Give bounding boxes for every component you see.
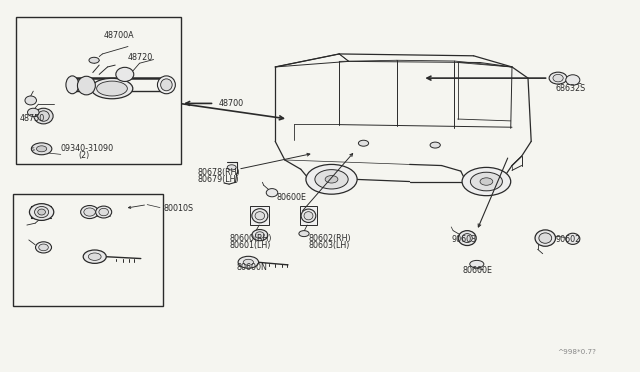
Ellipse shape — [255, 212, 265, 220]
Text: 80679(LH): 80679(LH) — [197, 175, 239, 184]
Text: 80600E: 80600E — [462, 266, 492, 275]
Ellipse shape — [566, 233, 580, 244]
Text: 80010S: 80010S — [163, 204, 193, 213]
Ellipse shape — [266, 189, 278, 197]
Text: 68632S: 68632S — [556, 84, 586, 93]
Ellipse shape — [566, 75, 580, 85]
Ellipse shape — [99, 208, 109, 216]
Text: 09340-31090: 09340-31090 — [61, 144, 114, 153]
Ellipse shape — [553, 74, 563, 82]
Ellipse shape — [539, 233, 552, 243]
Ellipse shape — [25, 96, 36, 105]
Ellipse shape — [304, 212, 313, 220]
Ellipse shape — [34, 108, 53, 124]
Ellipse shape — [36, 242, 52, 253]
Ellipse shape — [35, 206, 49, 218]
Ellipse shape — [39, 244, 49, 251]
Text: 48700A: 48700A — [104, 31, 134, 40]
Ellipse shape — [161, 79, 172, 91]
Circle shape — [315, 170, 348, 189]
Ellipse shape — [28, 108, 39, 116]
Ellipse shape — [66, 76, 79, 94]
Bar — [16, 17, 181, 164]
Circle shape — [325, 176, 338, 183]
Text: 80600(RH): 80600(RH) — [229, 234, 271, 243]
Text: ^998*0.7?: ^998*0.7? — [557, 349, 596, 355]
Circle shape — [238, 256, 259, 268]
Ellipse shape — [81, 205, 99, 219]
Circle shape — [88, 253, 101, 260]
Circle shape — [462, 167, 511, 196]
Ellipse shape — [29, 204, 54, 220]
Ellipse shape — [549, 72, 567, 84]
Circle shape — [227, 165, 236, 170]
Ellipse shape — [255, 232, 264, 238]
Text: 90603: 90603 — [452, 235, 477, 244]
Ellipse shape — [535, 230, 556, 246]
Bar — [13, 194, 163, 306]
Text: 80602(RH): 80602(RH) — [308, 234, 351, 243]
Circle shape — [31, 143, 52, 155]
Ellipse shape — [458, 231, 476, 246]
Ellipse shape — [252, 230, 268, 241]
Circle shape — [299, 231, 309, 237]
Ellipse shape — [77, 76, 95, 95]
Ellipse shape — [116, 67, 134, 81]
Ellipse shape — [470, 260, 484, 268]
Ellipse shape — [96, 206, 112, 218]
Text: 80600E: 80600E — [276, 193, 307, 202]
Circle shape — [306, 164, 357, 194]
Ellipse shape — [38, 111, 49, 121]
Bar — [300, 206, 317, 225]
Ellipse shape — [157, 76, 175, 94]
Text: (2): (2) — [78, 151, 90, 160]
Ellipse shape — [92, 78, 133, 99]
Bar — [250, 206, 269, 225]
Circle shape — [89, 57, 99, 63]
Ellipse shape — [84, 208, 95, 216]
Text: S: S — [31, 147, 35, 152]
Text: 48700: 48700 — [219, 99, 244, 108]
Ellipse shape — [97, 81, 127, 96]
Text: 80678(RH): 80678(RH) — [197, 169, 240, 177]
Circle shape — [430, 142, 440, 148]
Ellipse shape — [252, 209, 268, 223]
Circle shape — [36, 146, 47, 152]
Text: 80600N: 80600N — [237, 263, 268, 272]
Text: 80601(LH): 80601(LH) — [229, 241, 271, 250]
Circle shape — [83, 250, 106, 263]
Text: 48720: 48720 — [128, 53, 153, 62]
Circle shape — [358, 140, 369, 146]
Circle shape — [243, 259, 253, 265]
Ellipse shape — [38, 209, 45, 215]
Text: 90602: 90602 — [556, 235, 580, 244]
Ellipse shape — [462, 234, 472, 243]
Circle shape — [480, 178, 493, 185]
Ellipse shape — [301, 209, 316, 222]
Text: 48750: 48750 — [19, 114, 44, 123]
Circle shape — [470, 172, 502, 191]
Text: 80603(LH): 80603(LH) — [308, 241, 350, 250]
